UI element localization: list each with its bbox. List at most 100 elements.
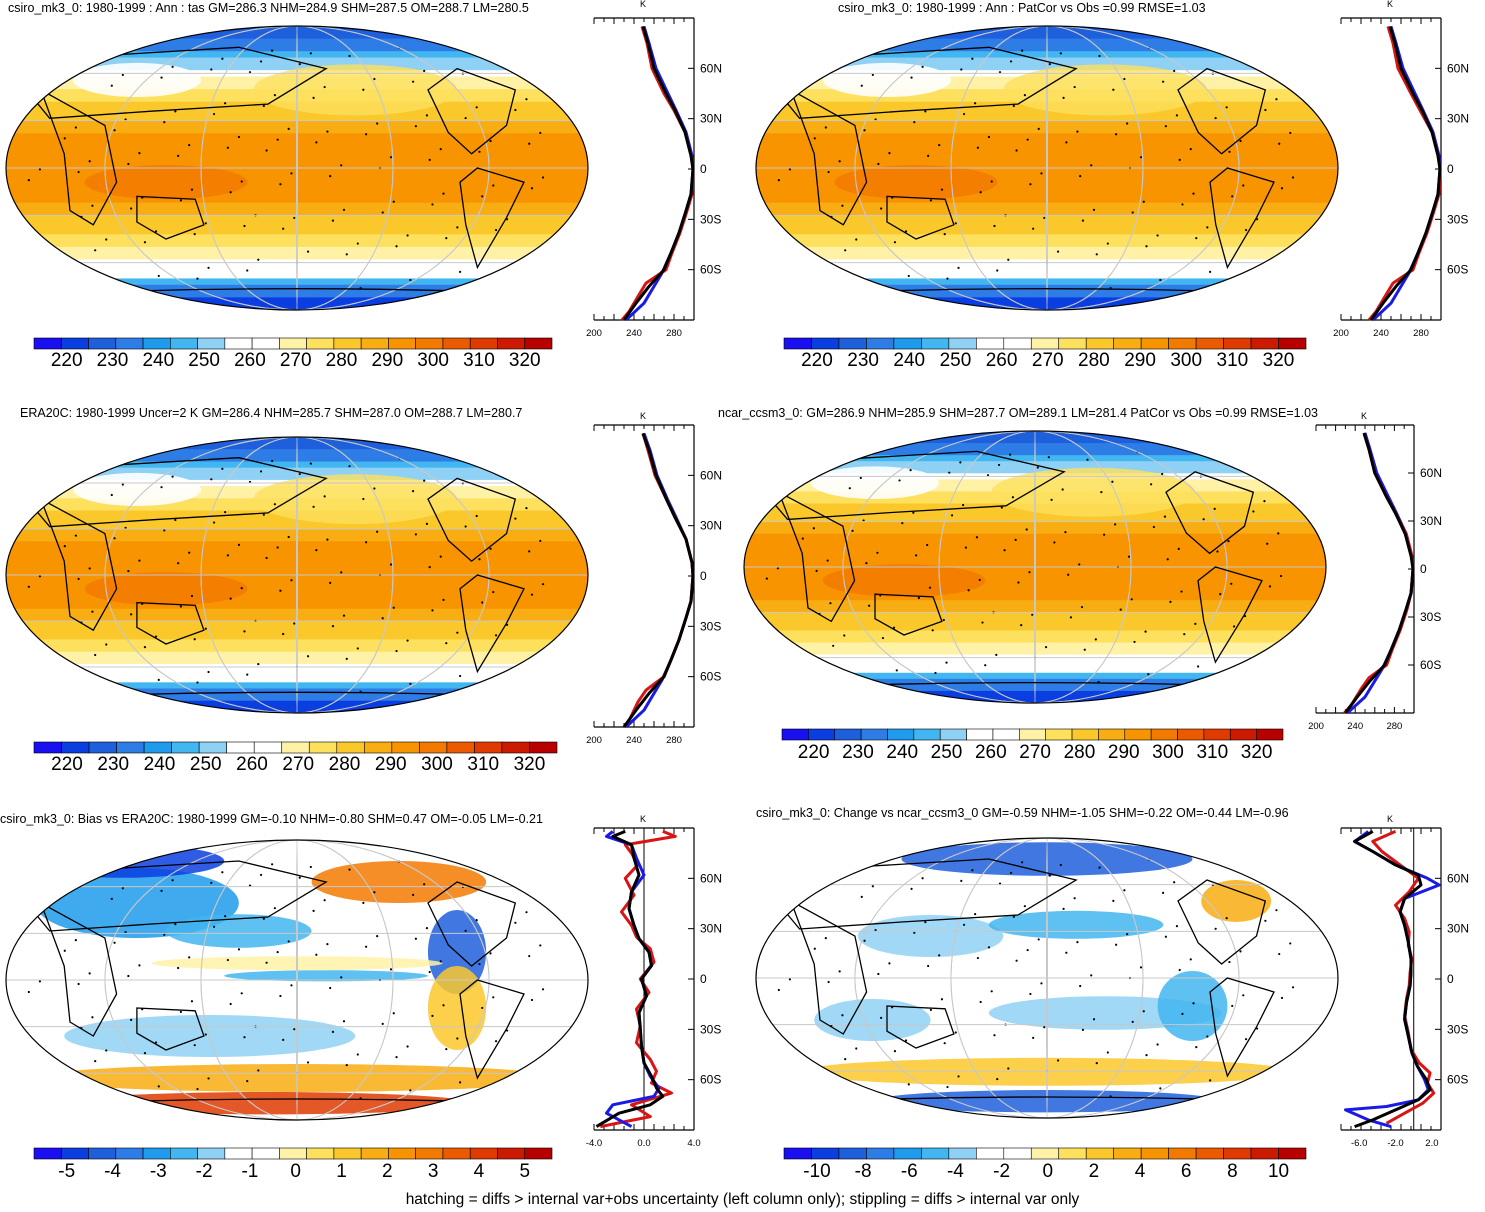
- stipple-dot: [171, 475, 174, 478]
- colorbar-label: 270: [1032, 350, 1064, 371]
- zonal-frame: [594, 425, 694, 727]
- stipple-dot: [1280, 187, 1284, 190]
- stipple-dot: [442, 598, 445, 602]
- stipple-dot: [221, 467, 224, 470]
- lat-label: 0: [700, 162, 707, 176]
- colorbar-label: 280: [1078, 350, 1110, 371]
- stipple-dot: [157, 1085, 160, 1088]
- stipple-dot: [365, 541, 368, 544]
- stipple-dot: [913, 931, 916, 934]
- stipple-dot: [315, 141, 318, 144]
- stipple-dot: [1164, 935, 1167, 938]
- meridian: [854, 838, 1240, 1118]
- stipple-dot: [345, 1064, 348, 1067]
- stipple-dot: [824, 126, 827, 129]
- stipple-dot: [492, 996, 495, 999]
- stipple-dot: [788, 168, 792, 171]
- lat-label: 60S: [1447, 1073, 1468, 1087]
- stipple-dot: [475, 106, 478, 109]
- stipple-dot: [425, 114, 429, 117]
- colorbar-label: 310: [467, 754, 499, 775]
- stipple-dot: [1056, 250, 1060, 253]
- colorbar-box: [1223, 337, 1252, 350]
- colorbar-box: [921, 337, 950, 350]
- colorbar-label: 250: [190, 754, 222, 775]
- stipple-dot: [489, 952, 492, 955]
- colorbar-label: 5: [519, 1161, 530, 1182]
- stipple-dot: [323, 85, 326, 89]
- map-border: [5, 25, 589, 311]
- colorbar-box: [497, 337, 526, 350]
- lat-label: 30S: [700, 619, 721, 633]
- stipple-dot: [938, 143, 941, 147]
- stipple-dot: [210, 881, 213, 885]
- continent-outline: [19, 860, 328, 932]
- stipple-dot: [91, 610, 94, 613]
- colorbar-box: [1071, 728, 1099, 741]
- stipple-dot: [1047, 456, 1050, 459]
- continent-outline: [39, 901, 118, 1037]
- colorbar-box: [860, 728, 888, 741]
- stipple-dot: [481, 195, 484, 198]
- stipple-dot: [960, 879, 963, 883]
- stipple-dot: [1015, 959, 1018, 962]
- colorbar-label: 4: [474, 1161, 485, 1182]
- stipple-dot: [1159, 1087, 1162, 1090]
- stipple-dot: [1219, 593, 1222, 596]
- stipple-dot: [1123, 889, 1126, 892]
- stipple-dot: [934, 671, 937, 675]
- stipple-dot: [464, 525, 467, 528]
- stipple-dot: [917, 596, 920, 600]
- map-border: [743, 430, 1327, 704]
- colorbar-box: [808, 728, 836, 741]
- stipple-dot: [329, 581, 332, 584]
- x-label: 0.0: [637, 1138, 650, 1149]
- stipple-dot: [979, 1000, 982, 1004]
- colorbar-label: 320: [1263, 350, 1295, 371]
- stipple-dot: [1214, 927, 1217, 930]
- stipple-dot: [243, 630, 246, 633]
- stipple-dot: [1166, 558, 1169, 561]
- stipple-dot: [340, 571, 343, 574]
- colorbar-box: [308, 741, 338, 754]
- stipple-dot: [110, 493, 113, 497]
- stipple-dot: [942, 618, 945, 622]
- stipple-dot: [478, 962, 481, 966]
- colorbar-label: 320: [514, 754, 546, 775]
- zonal-mean-plot-1: K 60N 30N 0 30S 60S 200 240 280: [586, 0, 722, 339]
- stipple-dot: [179, 199, 182, 202]
- stipple-dot: [406, 234, 409, 237]
- stipple-dot: [456, 631, 459, 634]
- stipple-dot: [954, 1031, 957, 1034]
- lat-label: 30N: [700, 519, 722, 533]
- anomaly-region: [1201, 880, 1272, 922]
- stipple-dot: [196, 1087, 199, 1091]
- stipple-dot: [893, 1050, 897, 1053]
- stipple-dot: [962, 503, 965, 507]
- lat-label: 30N: [1447, 112, 1469, 126]
- lat-label: 60N: [700, 871, 722, 885]
- stipple-dot: [863, 129, 866, 132]
- lat-label: 30N: [700, 922, 722, 936]
- stipple-dot: [838, 160, 841, 163]
- zonal-series-ensemble: [595, 830, 665, 1128]
- colorbar-label: 0: [1042, 1161, 1053, 1182]
- stipple-dot: [1244, 228, 1248, 232]
- stipple-dot: [143, 1052, 147, 1055]
- colorbar-box: [1256, 728, 1284, 741]
- stipple-dot: [154, 1041, 158, 1044]
- stipple-dot: [212, 925, 216, 928]
- stipple-dot: [1145, 1054, 1148, 1057]
- colorbar-box: [1195, 337, 1224, 350]
- stipple-dot: [888, 962, 891, 965]
- colorbar-box: [1203, 728, 1231, 741]
- x-label: 240: [626, 735, 642, 746]
- lat-label: 30S: [700, 212, 721, 226]
- colorbar-5: -5 -4 -3 -2 -1 0 1 2 3 4 5: [33, 1147, 553, 1182]
- stipple-dot: [844, 1058, 847, 1061]
- stipple-dot: [1076, 130, 1079, 133]
- stipple-dot: [464, 929, 467, 932]
- stipple-dot: [306, 1061, 310, 1064]
- colorbar-label: 4: [1135, 1161, 1146, 1182]
- stipple-dot: [287, 127, 290, 130]
